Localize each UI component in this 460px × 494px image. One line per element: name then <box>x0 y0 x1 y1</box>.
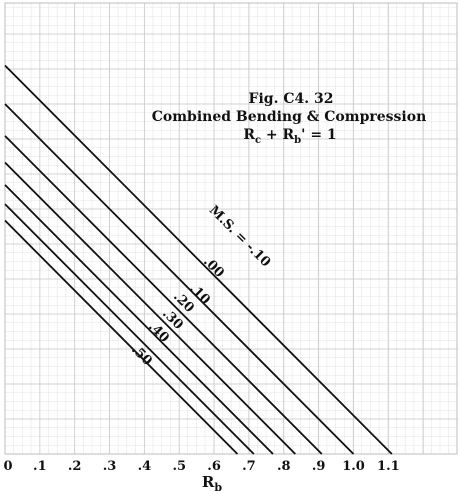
series-label-6: .50 <box>128 342 155 369</box>
series-line-5 <box>4 203 255 455</box>
x-axis-label: Rb <box>202 473 222 494</box>
x-tick-label: .5 <box>172 459 186 474</box>
series-line-6 <box>4 219 239 455</box>
series-line-4 <box>4 184 274 455</box>
x-tick-label: 1.1 <box>377 459 400 474</box>
x-tick-label: .9 <box>312 459 326 474</box>
series-labels: M.S. = -.10.00.10.20.30.40.50 <box>128 203 273 369</box>
x-tick-label: .8 <box>277 459 291 474</box>
chart-grid <box>4 3 457 455</box>
series-line-2 <box>4 135 323 455</box>
x-tick-labels: 0 .1 .2 .3 .4 .5 .6 .7 .8 .9 1.0 1.1 <box>3 459 399 474</box>
x-tick-label: .7 <box>242 459 256 474</box>
chart-equation: Rc + Rb' = 1 <box>243 127 336 146</box>
series-line-1 <box>4 103 355 455</box>
x-tick-label: .1 <box>33 459 47 474</box>
x-tick-label: .2 <box>68 459 82 474</box>
x-tick-label: .3 <box>103 459 117 474</box>
x-tick-label: .4 <box>138 459 152 474</box>
plot-frame <box>4 2 458 455</box>
x-tick-label: 0 <box>3 459 12 474</box>
chart-title: Fig. C4. 32 <box>249 91 334 107</box>
series-lines <box>4 64 393 455</box>
x-tick-label: .6 <box>207 459 221 474</box>
x-tick-label: 1.0 <box>342 459 365 474</box>
chart-subtitle: Combined Bending & Compression <box>152 109 427 125</box>
series-line-0 <box>4 64 393 455</box>
series-line-3 <box>4 161 296 455</box>
